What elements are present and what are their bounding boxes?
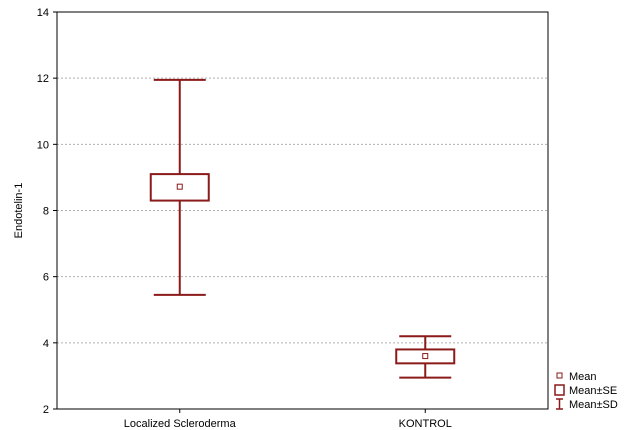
y-tick-label: 14 [37, 7, 49, 19]
box-group [149, 78, 210, 296]
mean-marker [422, 353, 429, 360]
mean-marker [176, 183, 183, 190]
legend-label: Mean±SD [569, 399, 618, 411]
legend-label: Mean±SE [569, 385, 617, 397]
y-tick-label: 10 [37, 139, 49, 151]
x-tick-label: KONTROL [399, 418, 452, 430]
legend: Mean Mean±SE Mean±SD [554, 371, 618, 411]
legend-item-sd: Mean±SD [556, 398, 618, 411]
y-axis-title: Endotelin-1 [13, 183, 25, 239]
y-tick-label: 6 [43, 272, 49, 284]
box-marks [149, 78, 456, 379]
x-tick-label: Localized Scleroderma [124, 418, 237, 430]
x-axis: Localized Scleroderma KONTROL [124, 409, 452, 430]
legend-item-mean: Mean [556, 371, 597, 383]
legend-mean-symbol [556, 372, 563, 379]
y-axis: 2 4 6 8 10 12 14 [37, 7, 57, 416]
legend-item-se: Mean±SE [554, 384, 617, 397]
y-tick-label: 2 [43, 404, 49, 416]
y-tick-label: 8 [43, 206, 49, 218]
y-tick-label: 12 [37, 73, 49, 85]
gridlines [57, 77, 548, 344]
legend-se-symbol [554, 384, 565, 396]
box-group [395, 335, 456, 379]
legend-label: Mean [569, 371, 597, 383]
y-tick-label: 4 [43, 338, 49, 350]
